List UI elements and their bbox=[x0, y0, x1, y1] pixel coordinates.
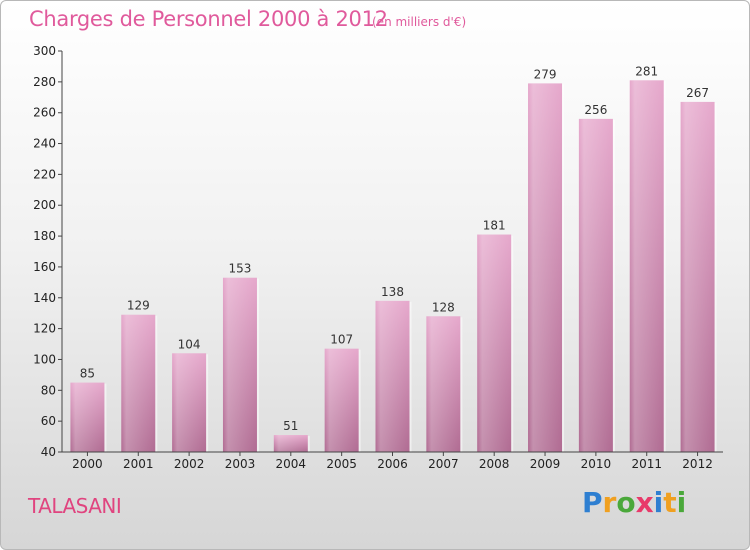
data-label: 138 bbox=[381, 285, 404, 299]
y-tick-label: 80 bbox=[41, 383, 56, 397]
bar-highlight bbox=[578, 118, 613, 452]
bar-highlight bbox=[324, 348, 359, 452]
x-tick-label: 2007 bbox=[428, 457, 459, 471]
data-label: 181 bbox=[483, 219, 506, 233]
data-label: 279 bbox=[534, 67, 557, 81]
y-tick-label: 120 bbox=[33, 322, 56, 336]
logo-letter: i bbox=[653, 486, 664, 519]
logo-letter: i bbox=[676, 486, 687, 519]
data-label: 107 bbox=[330, 333, 353, 347]
bar-highlight bbox=[172, 353, 207, 452]
y-tick-label: 140 bbox=[33, 291, 56, 305]
y-tick-label: 160 bbox=[33, 260, 56, 274]
x-tick-label: 2001 bbox=[123, 457, 154, 471]
bar-highlight bbox=[121, 314, 156, 452]
y-tick-label: 40 bbox=[41, 445, 56, 459]
data-label: 129 bbox=[127, 299, 150, 313]
x-tick-label: 2000 bbox=[72, 457, 103, 471]
logo-letter: o bbox=[616, 486, 636, 519]
bar-highlight bbox=[680, 101, 715, 453]
x-tick-label: 2002 bbox=[174, 457, 205, 471]
y-tick-label: 60 bbox=[41, 414, 56, 428]
logo-letter: x bbox=[635, 486, 654, 519]
x-tick-label: 2012 bbox=[682, 457, 713, 471]
y-tick-label: 180 bbox=[33, 229, 56, 243]
y-tick-label: 280 bbox=[33, 75, 56, 89]
x-tick-label: 2003 bbox=[225, 457, 256, 471]
bar-highlight bbox=[528, 83, 563, 452]
x-tick-label: 2008 bbox=[479, 457, 510, 471]
data-label: 128 bbox=[432, 300, 455, 314]
commune-name: TALASANI bbox=[28, 494, 122, 518]
bar-highlight bbox=[629, 80, 664, 453]
x-tick-label: 2011 bbox=[631, 457, 662, 471]
data-label: 256 bbox=[584, 103, 607, 117]
logo-letter: t bbox=[663, 486, 677, 519]
chart-subtitle: (en milliers d'€) bbox=[372, 15, 467, 29]
data-label: 104 bbox=[178, 337, 201, 351]
chart-title: Charges de Personnel 2000 à 2012 bbox=[29, 7, 388, 31]
y-tick-label: 300 bbox=[33, 44, 56, 58]
bar-highlight bbox=[273, 435, 308, 452]
x-tick-label: 2009 bbox=[530, 457, 561, 471]
y-tick-label: 200 bbox=[33, 198, 56, 212]
data-label: 153 bbox=[229, 262, 252, 276]
x-tick-label: 2006 bbox=[377, 457, 408, 471]
logo-letter: r bbox=[602, 486, 617, 519]
y-tick-label: 220 bbox=[33, 167, 56, 181]
proxiti-logo[interactable]: Proxiti bbox=[582, 486, 686, 519]
x-tick-label: 2004 bbox=[276, 457, 307, 471]
x-tick-label: 2005 bbox=[326, 457, 357, 471]
data-label: 267 bbox=[686, 86, 709, 100]
bar-highlight bbox=[375, 300, 410, 452]
bar-highlight bbox=[477, 234, 512, 452]
logo-letter: P bbox=[582, 486, 603, 519]
bar-highlight bbox=[426, 316, 461, 452]
y-tick-label: 100 bbox=[33, 352, 56, 366]
y-tick-label: 240 bbox=[33, 137, 56, 151]
bar-highlight bbox=[70, 382, 105, 452]
bar-highlight bbox=[222, 277, 257, 452]
x-tick-label: 2010 bbox=[581, 457, 612, 471]
data-label: 85 bbox=[80, 367, 95, 381]
data-label: 281 bbox=[635, 64, 658, 78]
y-tick-label: 260 bbox=[33, 106, 56, 120]
data-label: 51 bbox=[283, 419, 298, 433]
